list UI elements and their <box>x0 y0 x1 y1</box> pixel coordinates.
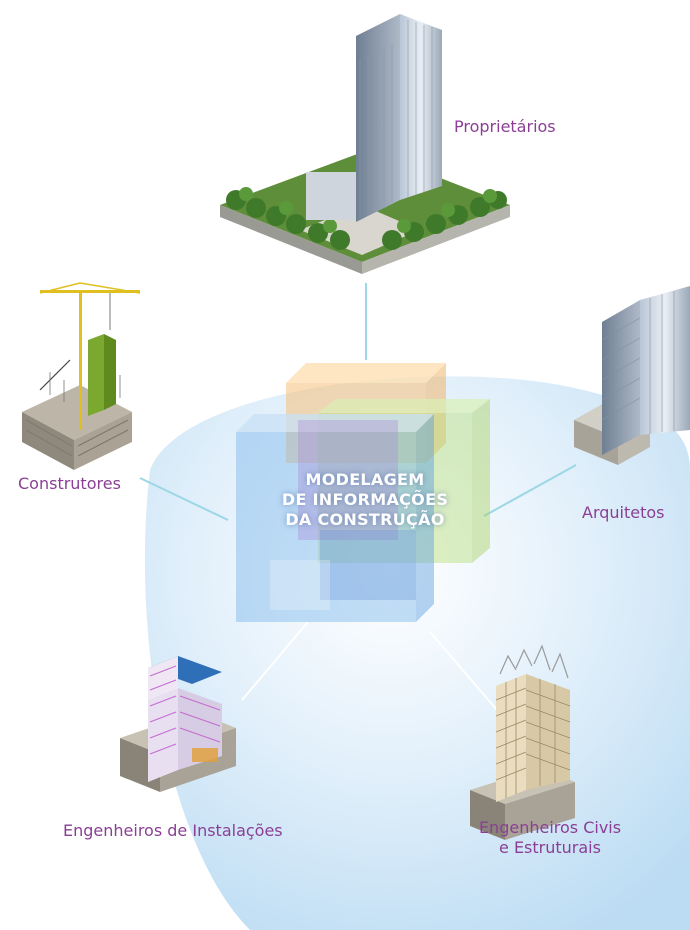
label-structural-line-2: e Estruturais <box>499 838 601 857</box>
construction-crane-site-icon <box>22 282 141 470</box>
label-architects: Arquitetos <box>582 503 665 522</box>
bim-center-title: MODELAGEM DE INFORMAÇÕES DA CONSTRUÇÃO <box>255 470 475 530</box>
building-mep-systems-icon <box>120 656 236 792</box>
connector-structural <box>429 631 498 711</box>
bim-title-line-3: DA CONSTRUÇÃO <box>285 510 445 529</box>
connector-architects <box>483 464 577 517</box>
glass-skyscraper-icon <box>574 286 690 465</box>
bim-title-line-2: DE INFORMAÇÕES <box>281 490 449 509</box>
connector-mep <box>241 621 309 701</box>
label-structural-engineers: Engenheiros Civis e Estruturais <box>450 818 650 858</box>
label-mep-engineers: Engenheiros de Instalações <box>63 821 283 840</box>
label-owners: Proprietários <box>454 117 556 136</box>
connector-lines <box>139 283 577 711</box>
steel-frame-tower-icon <box>470 644 575 840</box>
label-structural-line-1: Engenheiros Civis <box>478 818 622 837</box>
connector-builders <box>139 477 229 521</box>
office-tower-with-park-icon <box>220 14 510 274</box>
label-builders: Construtores <box>18 474 121 493</box>
bim-title-line-1: MODELAGEM <box>305 470 425 489</box>
bim-cube-icon <box>236 363 490 622</box>
